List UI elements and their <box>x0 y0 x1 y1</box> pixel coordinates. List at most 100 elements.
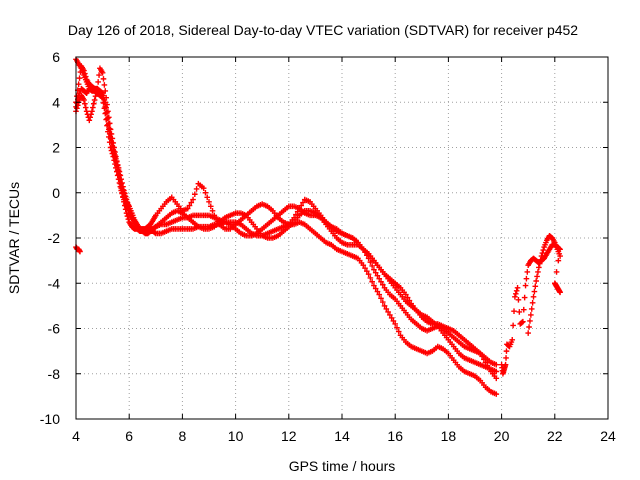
data-point <box>113 156 119 162</box>
data-point <box>477 350 484 357</box>
data-point <box>553 269 560 275</box>
data-point <box>105 115 111 121</box>
data-point <box>376 275 383 282</box>
data-point <box>188 199 195 206</box>
data-point <box>186 202 193 209</box>
data-point <box>200 185 207 192</box>
data-point <box>109 140 116 146</box>
data-point <box>215 218 221 225</box>
data-point <box>76 75 83 81</box>
data-point <box>381 303 388 309</box>
data-point <box>493 368 500 375</box>
data-point <box>555 257 562 264</box>
y-tick-label: -8 <box>48 366 61 382</box>
data-point <box>533 278 539 284</box>
data-point <box>535 269 541 275</box>
data-point <box>513 287 520 294</box>
data-point <box>522 282 529 289</box>
data-point <box>102 88 109 94</box>
y-axis-label: SDTVAR / TECUs <box>6 182 22 294</box>
data-point <box>379 299 386 305</box>
data-point <box>481 356 487 363</box>
data-point <box>123 196 130 203</box>
data-point <box>534 273 540 280</box>
data-point <box>528 306 535 312</box>
data-point <box>81 97 87 103</box>
data-point <box>89 108 95 115</box>
data-point <box>152 229 158 236</box>
x-tick-label: 14 <box>334 428 350 444</box>
data-point <box>114 162 121 168</box>
data-point <box>521 294 528 301</box>
data-point <box>190 196 196 203</box>
x-axis-label: GPS time / hours <box>289 458 396 474</box>
data-point <box>77 248 83 255</box>
data-point <box>403 291 409 298</box>
data-point <box>296 205 303 212</box>
data-point <box>404 294 411 301</box>
data-point <box>524 269 531 275</box>
data-point <box>120 183 126 190</box>
data-point <box>119 180 125 186</box>
data-point <box>557 289 563 296</box>
data-point <box>512 291 519 297</box>
x-tick-label: 6 <box>125 428 133 444</box>
data-point <box>104 110 110 116</box>
data-point <box>539 250 546 256</box>
y-tick-label: -6 <box>48 321 61 337</box>
data-point <box>88 111 94 118</box>
data-point <box>86 117 93 124</box>
data-point <box>192 191 198 198</box>
data-point <box>91 97 98 103</box>
data-point <box>376 291 383 298</box>
x-tick-label: 12 <box>281 428 297 444</box>
series-track-6 <box>525 232 563 336</box>
data-point <box>116 168 123 175</box>
data-point <box>293 211 299 218</box>
data-point <box>493 391 500 397</box>
data-point <box>527 318 533 324</box>
y-tick-label: 2 <box>52 140 60 156</box>
data-point <box>519 319 525 326</box>
data-point <box>202 189 209 196</box>
data-point <box>523 275 530 282</box>
x-tick-label: 18 <box>441 428 457 444</box>
data-point <box>121 190 128 197</box>
data-point <box>118 176 125 182</box>
data-point <box>385 309 391 315</box>
data-point <box>387 312 393 318</box>
data-point <box>106 139 113 146</box>
data-point <box>360 262 367 268</box>
data-point <box>520 318 526 325</box>
y-tick-label: 4 <box>52 94 60 110</box>
data-point <box>365 271 372 277</box>
data-point <box>512 294 518 300</box>
data-point <box>75 81 82 87</box>
data-point <box>392 321 398 327</box>
y-tick-label: 0 <box>52 185 60 201</box>
data-point <box>371 282 377 289</box>
data-point <box>82 104 89 111</box>
data-point <box>367 275 374 281</box>
data-point <box>367 259 374 265</box>
x-tick-label: 24 <box>600 428 616 444</box>
data-point <box>540 247 547 253</box>
data-point <box>193 186 200 192</box>
data-point <box>74 105 80 112</box>
data-point <box>529 300 536 306</box>
y-tick-label: -4 <box>48 275 61 291</box>
data-point <box>514 284 521 291</box>
data-point <box>530 294 537 300</box>
data-point <box>493 361 500 368</box>
data-point <box>106 120 112 127</box>
x-tick-label: 4 <box>72 428 80 444</box>
data-point <box>520 306 527 313</box>
data-point <box>204 194 211 201</box>
data-point <box>125 202 132 209</box>
data-point <box>209 208 216 214</box>
x-tick-label: 10 <box>228 428 244 444</box>
data-point <box>294 208 301 215</box>
data-point <box>101 82 108 88</box>
data-point <box>511 308 517 314</box>
data-point <box>531 288 538 295</box>
